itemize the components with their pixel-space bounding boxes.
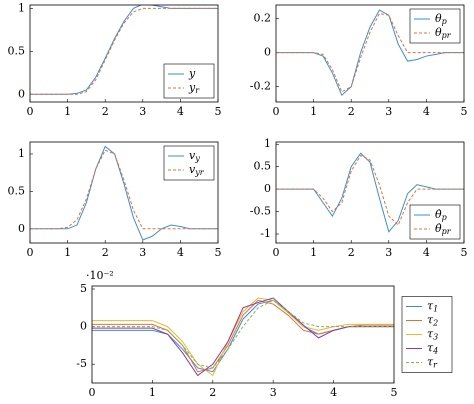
x-tick-label: 2 (102, 105, 109, 118)
legend-label: θ̇p (435, 208, 447, 222)
x-tick-label: 2 (348, 105, 355, 118)
y-tick-label: 0 (264, 182, 271, 195)
x-tick-label: 4 (330, 386, 337, 399)
y-tick-label: 0.5 (254, 160, 272, 173)
x-tick-label: 5 (391, 386, 398, 399)
y-tick-label: 5 (80, 282, 87, 295)
axes-frame (275, 4, 465, 103)
y-tick-label: -0.5 (250, 205, 271, 218)
legend-label: yr (188, 81, 200, 95)
series-line (92, 297, 394, 377)
legend-box (409, 204, 461, 240)
legend-label: θ̇pr (435, 222, 452, 236)
x-tick-label: 4 (423, 246, 430, 259)
y-tick-label: 1 (264, 137, 271, 150)
y-tick-label: 0.5 (8, 184, 26, 197)
legend-label: τr (427, 356, 438, 370)
x-tick-label: 5 (215, 246, 222, 259)
x-tick-label: 3 (385, 105, 392, 118)
y-tick-label: 0 (264, 46, 271, 59)
legend-label: vyr (189, 163, 205, 177)
y-tick-label: -1 (260, 227, 271, 240)
x-tick-label: 1 (64, 246, 71, 259)
y-tick-label: 1 (18, 147, 25, 160)
x-tick-label: 4 (177, 246, 184, 259)
series-line (276, 154, 464, 226)
y-tick-label: 0 (18, 222, 25, 235)
x-tick-label: 0 (27, 246, 34, 259)
x-tick-label: 1 (64, 105, 71, 118)
x-tick-label: 3 (139, 105, 146, 118)
legend-box (163, 145, 215, 181)
series-line (30, 7, 218, 95)
x-tick-label: 2 (209, 386, 216, 399)
x-tick-label: 4 (423, 105, 430, 118)
legend-label: θp (435, 12, 447, 26)
y-tick-label: -5 (76, 357, 87, 370)
legend-label: y (188, 67, 196, 80)
y-tick-label: 0 (80, 320, 87, 333)
x-tick-label: 3 (385, 246, 392, 259)
y-tick-label: -0.2 (250, 80, 271, 93)
y-tick-label: 0 (18, 87, 25, 100)
x-tick-label: 3 (139, 246, 146, 259)
y-tick-label: 0.2 (254, 12, 272, 25)
axes-frame (29, 141, 219, 244)
x-tick-label: 5 (215, 105, 222, 118)
legend-box (163, 63, 215, 99)
axes-frame (91, 285, 395, 384)
legend-label: θpr (435, 26, 452, 40)
x-tick-label: 5 (461, 246, 468, 259)
y-tick-label: 1 (18, 1, 25, 14)
series-line (30, 149, 218, 230)
series-line (276, 12, 464, 93)
axes-frame (275, 141, 465, 244)
x-tick-label: 2 (102, 246, 109, 259)
legend-box (409, 8, 461, 44)
x-tick-label: 4 (177, 105, 184, 118)
y-tick-label: 0.5 (8, 44, 26, 57)
legend-label: τ1 (427, 300, 438, 314)
series-line (92, 297, 394, 377)
legend-label: τ2 (427, 314, 438, 328)
x-tick-label: 1 (149, 386, 156, 399)
axes-frame (29, 4, 219, 103)
x-tick-label: 1 (310, 246, 317, 259)
x-tick-label: 0 (273, 105, 280, 118)
x-tick-label: 5 (461, 105, 468, 118)
x-tick-label: 0 (89, 386, 96, 399)
legend-label: τ3 (427, 328, 438, 342)
x-tick-label: 0 (273, 246, 280, 259)
legend-label: vy (189, 149, 200, 163)
series-line (92, 299, 394, 369)
legend-label: τ4 (427, 342, 438, 356)
axis-multiplier: ·10⁻² (86, 269, 114, 282)
x-tick-label: 1 (310, 105, 317, 118)
x-tick-label: 3 (270, 386, 277, 399)
x-tick-label: 2 (348, 246, 355, 259)
x-tick-label: 0 (27, 105, 34, 118)
